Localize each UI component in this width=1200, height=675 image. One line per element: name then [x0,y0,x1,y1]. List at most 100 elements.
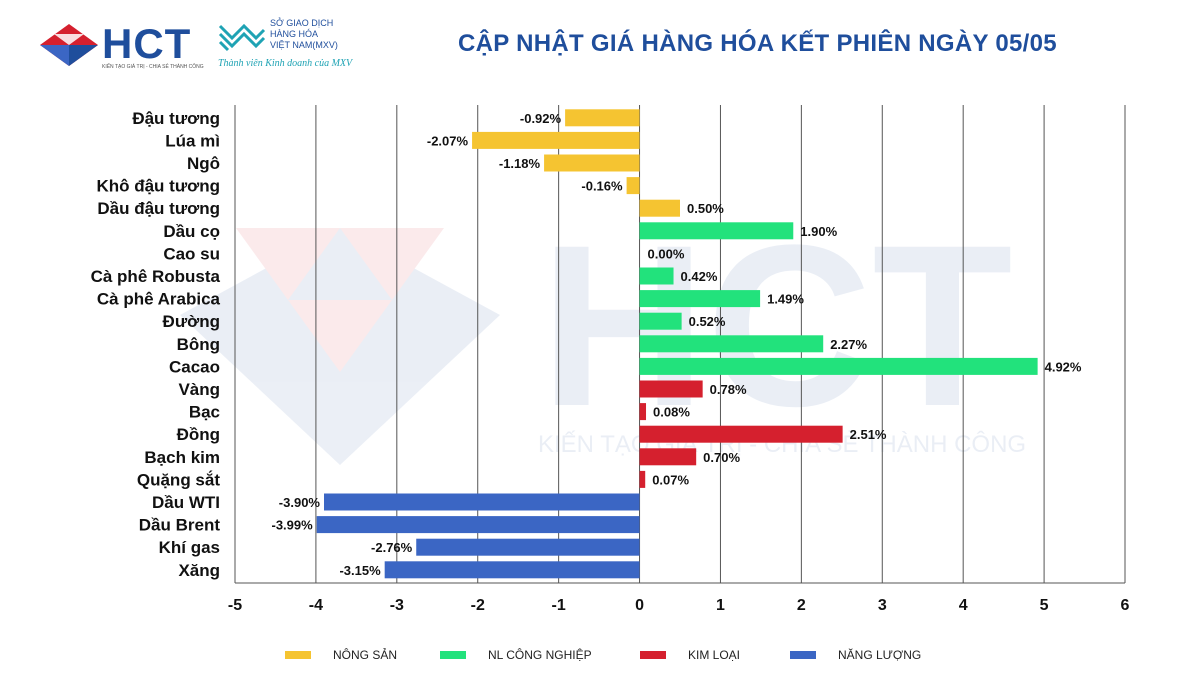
x-tick-label: -2 [471,597,485,614]
value-label: 0.70% [703,450,740,465]
bar [416,538,640,556]
category-label: Dầu cọ [163,222,220,241]
x-tick-label: 0 [635,597,644,614]
legend-item-nl-cong-nghiep: NL CÔNG NGHIỆP [440,646,592,664]
category-label: Ngô [187,154,220,173]
category-label: Đậu tương [132,109,220,128]
mxv-name-line-2: HÀNG HÓA [270,29,319,39]
bar [639,425,843,443]
bar [639,470,646,488]
mxv-name-line-1: SỞ GIAO DỊCH [270,18,334,28]
x-tick-label: -3 [390,597,404,614]
value-label: 1.90% [800,224,837,239]
value-label: 0.07% [652,472,689,487]
bar [639,267,674,285]
value-label: -3.90% [279,495,321,510]
value-label: 1.49% [767,292,804,307]
legend-swatch-nang-luong [790,650,816,659]
category-label: Vàng [178,380,220,399]
bar [324,493,640,511]
header: HCT KIẾN TẠO GIÁ TRỊ - CHIA SẺ THÀNH CÔN… [0,0,1200,80]
x-tick-label: 2 [797,597,806,614]
category-label: Bông [177,335,220,354]
category-label: Đường [163,312,220,331]
category-label: Dầu WTI [152,493,220,512]
x-tick-label: 4 [959,597,968,614]
value-label: -3.15% [339,563,381,578]
value-label: -2.76% [371,540,413,555]
x-tick-label: -4 [309,597,323,614]
category-label: Khí gas [159,538,220,557]
legend-item-nong-san: NÔNG SẢN [285,646,397,664]
value-label: 4.92% [1045,359,1082,374]
value-label: -2.07% [427,133,469,148]
x-tick-label: 5 [1040,597,1049,614]
value-label: 0.42% [681,269,718,284]
legend-label-nl-cong-nghiep: NL CÔNG NGHIỆP [488,647,592,662]
value-label: 2.51% [850,427,887,442]
bar [639,357,1038,375]
category-label: Dầu đậu tương [97,199,220,218]
value-label: 0.52% [689,314,726,329]
category-label: Xăng [178,561,220,580]
category-label: Cao su [163,244,220,263]
bar [639,380,703,398]
page-title: CẬP NHẬT GIÁ HÀNG HÓA KẾT PHIÊN NGÀY 05/… [458,30,1057,57]
chart-bars [316,109,1038,579]
category-label: Bạch kim [144,448,220,467]
bar [639,448,697,466]
category-label: Quặng sắt [137,470,220,489]
legend-item-nang-luong: NĂNG LƯỢNG [790,646,921,664]
mxv-member-text: Thành viên Kinh doanh của MXV [218,58,353,69]
bar [639,199,680,217]
bar [316,516,640,534]
chart-category-labels: Đậu tương Lúa mì Ngô Khô đậu tương Dầu đậu t… [91,109,221,580]
bar [565,109,640,127]
legend-label-kim-loai: KIM LOẠI [688,647,741,662]
x-tick-label: 3 [878,597,887,614]
hct-logo: HCT KIẾN TẠO GIÁ TRỊ - CHIA SẺ THÀNH CÔN… [40,18,204,73]
bar [544,154,640,172]
legend-swatch-nl-cong-nghiep [440,650,466,659]
x-tick-label: 6 [1121,597,1130,614]
category-label: Cacao [169,357,220,376]
category-label: Bạc [189,403,220,422]
category-label: Đồng [177,425,220,444]
bar [639,312,682,330]
category-label: Dầu Brent [139,516,221,535]
bar [639,290,761,308]
value-label: -0.16% [581,179,623,194]
value-label: 0.78% [710,382,747,397]
hct-brand-text: HCT [102,20,192,67]
legend-item-kim-loai: KIM LOẠI [640,646,740,664]
bar [639,222,794,240]
bar [384,561,640,579]
bar [472,131,640,149]
x-tick-label: -1 [552,597,566,614]
value-label: -3.99% [272,518,314,533]
chart-legend: NÔNG SẢN NL CÔNG NGHIỆP KIM LOẠI NĂNG LƯ… [285,646,985,666]
category-label: Cà phê Robusta [91,267,221,286]
value-label: -0.92% [520,111,562,126]
bar [626,177,640,195]
category-label: Cà phê Arabica [97,290,221,309]
legend-swatch-kim-loai [640,650,666,659]
mxv-logo: SỞ GIAO DỊCH HÀNG HÓA VIỆT NAM(MXV) Thàn… [218,16,378,72]
value-label: 0.50% [687,201,724,216]
x-tick-label: -5 [228,597,242,614]
legend-swatch-nong-san [285,650,311,659]
category-label: Lúa mì [165,131,220,150]
bar-chart: Đậu tương Lúa mì Ngô Khô đậu tương Dầu đậu t… [91,105,1130,614]
legend-label-nang-luong: NĂNG LƯỢNG [838,647,922,662]
chart-value-labels: -0.92% -2.07% -1.18% -0.16% 0.50% 1.90% 0.00% 0… [272,111,1082,578]
category-label: Khô đậu tương [96,177,220,196]
hct-tagline: KIẾN TẠO GIÁ TRỊ - CHIA SẺ THÀNH CÔNG [102,64,204,70]
value-label: 2.27% [830,337,867,352]
mxv-name-line-3: VIỆT NAM(MXV) [270,40,338,50]
legend-label-nong-san: NÔNG SẢN [333,647,398,662]
x-tick-label: 1 [716,597,725,614]
bar [639,335,824,353]
value-label: 0.08% [653,405,690,420]
bar [639,403,647,421]
chart-x-axis-ticks: -5 -4 -3 -2 -1 0 1 2 3 4 5 6 [228,597,1130,614]
